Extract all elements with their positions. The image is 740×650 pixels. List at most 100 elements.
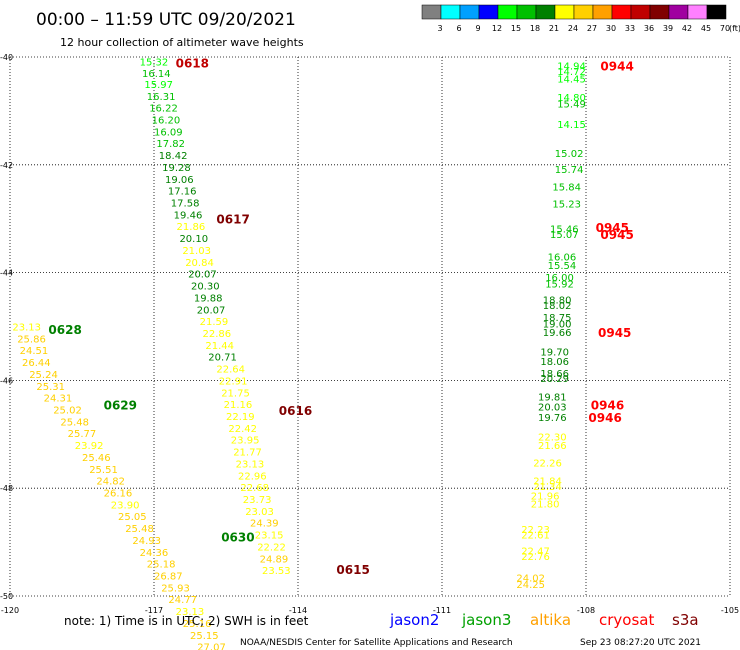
wave-height-point: 21.59 — [200, 317, 229, 328]
track-time-label: 0945 — [600, 228, 633, 242]
wave-height-point: 25.31 — [36, 382, 65, 393]
track-time-label: 0946 — [591, 399, 624, 413]
colorbar-swatch — [440, 4, 461, 20]
colorbar-legend: 3 6 9 12 15 18 21 24 27 30 33 36 39 42 45 70(ft) — [421, 4, 740, 33]
wave-height-point: 16.14 — [142, 69, 171, 80]
wave-height-point: 20.07 — [188, 270, 217, 281]
wave-height-point: 22.68 — [240, 483, 269, 494]
wave-height-point: 26.87 — [154, 572, 183, 583]
colorbar-tick-label: 27 — [587, 24, 597, 33]
colorbar-tick-label: 33 — [625, 24, 635, 33]
wave-height-point: 21.96 — [531, 492, 560, 503]
wave-height-point: 20.71 — [208, 353, 237, 364]
wave-height-point: 14.45 — [557, 75, 586, 86]
wave-height-point: 25.24 — [29, 370, 58, 381]
wave-height-point: 25.48 — [125, 524, 154, 535]
colorbar-swatch — [611, 4, 632, 20]
chart-subtitle: 12 hour collection of altimeter wave hei… — [60, 36, 304, 49]
wave-height-point: 16.20 — [152, 116, 181, 127]
wave-height-point: 22.42 — [228, 424, 257, 435]
y-tick-label: -40 — [0, 53, 13, 62]
wave-height-point: 21.16 — [224, 400, 253, 411]
wave-height-point: 15.32 — [140, 57, 169, 68]
track-time-label: 0630 — [221, 531, 254, 545]
colorbar-tick-label: 24 — [568, 24, 578, 33]
colorbar-swatch — [630, 4, 651, 20]
wave-height-point: 14.15 — [557, 120, 586, 131]
wave-height-point: 25.05 — [118, 512, 147, 523]
y-tick-label: -50 — [0, 592, 13, 601]
wave-height-point: 19.88 — [194, 293, 223, 304]
wave-height-point: 18.02 — [543, 301, 572, 312]
wave-height-point: 21.34 — [533, 482, 562, 493]
wave-height-point: 19.81 — [538, 393, 567, 404]
track-time-label: 0617 — [216, 213, 249, 227]
wave-height-point: 24.39 — [250, 519, 279, 530]
wave-height-point: 16.22 — [149, 104, 178, 115]
wave-height-point: 25.15 — [190, 631, 219, 642]
wave-height-point: 21.66 — [538, 441, 567, 452]
track-time-label: 0944 — [600, 60, 633, 74]
wave-height-point: 15.74 — [555, 165, 584, 176]
wave-height-point: 24.82 — [96, 477, 125, 488]
wave-height-point: 25.18 — [147, 560, 176, 571]
colorbar-swatch — [573, 4, 594, 20]
wave-height-point: 25.46 — [82, 453, 111, 464]
satellite-legend-entry: cryosat — [599, 611, 654, 629]
wave-height-point: 20.07 — [197, 305, 226, 316]
y-tick-label: -48 — [0, 484, 13, 493]
colorbar-tick-label: 18 — [530, 24, 540, 33]
wave-height-point: 16.09 — [154, 127, 183, 138]
colorbar-swatch — [421, 4, 442, 20]
track-time-label: 0615 — [336, 563, 369, 577]
wave-height-point: 23.13 — [12, 323, 41, 334]
wave-height-point: 15.49 — [557, 99, 586, 110]
wave-height-point: 15.07 — [550, 230, 579, 241]
wave-height-point: 24.31 — [44, 394, 73, 405]
wave-height-point: 15.02 — [555, 149, 584, 160]
colorbar-unit: (ft) — [729, 24, 740, 33]
y-tick-label: -42 — [0, 161, 13, 170]
wave-height-point: 22.64 — [216, 365, 245, 376]
wave-height-point: 21.44 — [205, 341, 234, 352]
wave-height-point: 15.46 — [550, 224, 579, 235]
wave-height-point: 23.95 — [231, 436, 260, 447]
satellite-legend-entry: s3a — [672, 611, 699, 629]
colorbar-tick-label: 39 — [663, 24, 673, 33]
wave-height-point: 23.15 — [255, 531, 284, 542]
wave-height-point: 18.66 — [540, 369, 569, 380]
wave-height-point: 20.84 — [185, 258, 214, 269]
colorbar-tick-label: 6 — [456, 24, 461, 33]
track-time-label: 0629 — [104, 399, 137, 413]
wave-height-point: 24.36 — [140, 548, 169, 559]
track-time-label: 0628 — [48, 323, 81, 337]
track-time-labels: 0618061706160615062806290630094409450945… — [48, 56, 633, 577]
wave-height-point: 21.03 — [182, 246, 211, 257]
wave-height-point: 14.72 — [557, 67, 586, 78]
x-tick-label: -117 — [145, 606, 163, 615]
x-tick-label: -105 — [721, 606, 739, 615]
wave-height-point: 19.00 — [543, 319, 572, 330]
wave-height-point: 22.61 — [521, 531, 550, 542]
wave-height-point: 21.80 — [531, 499, 560, 510]
colorbar-swatch — [649, 4, 670, 20]
wave-height-point: 22.30 — [538, 432, 567, 443]
track-time-label: 0616 — [279, 404, 312, 418]
wave-height-point: 25.51 — [89, 465, 118, 476]
chart-title: 00:00 – 11:59 UTC 09/20/2021 — [36, 10, 296, 30]
satellite-legend-entry: jason2 — [389, 611, 439, 629]
wave-height-point: 19.66 — [543, 328, 572, 339]
wave-height-point: 23.13 — [236, 459, 265, 470]
satellite-legend-entry: altika — [530, 611, 571, 629]
wave-height-point: 26.16 — [104, 489, 133, 500]
wave-height-point: 17.16 — [168, 187, 197, 198]
wave-height-point: 21.86 — [177, 222, 206, 233]
wave-height-point: 22.23 — [521, 525, 550, 536]
wave-height-point: 20.30 — [191, 282, 220, 293]
wave-height-point: 23.13 — [176, 607, 205, 618]
wave-height-point: 18.06 — [540, 357, 569, 368]
colorbar-swatch — [497, 4, 518, 20]
wave-height-point: 16.00 — [545, 273, 574, 284]
wave-height-point: 21.77 — [233, 448, 262, 459]
